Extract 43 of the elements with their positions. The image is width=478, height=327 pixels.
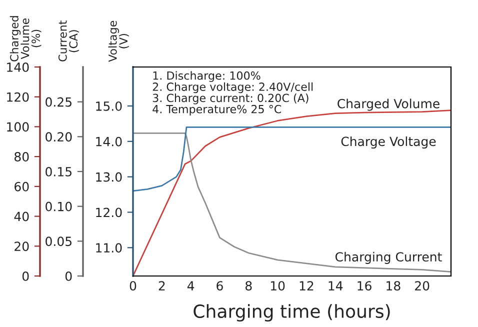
x-tick-label: 0 [130, 281, 136, 291]
y3-tick-label: 0 [22, 271, 29, 281]
annotation: 1. Discharge: 100% [153, 71, 260, 82]
y2-tick-label: 0.05 [46, 236, 72, 246]
x-tick-label: 8 [246, 281, 252, 291]
y2-tick-label: 0.20 [46, 132, 72, 142]
y2-tick-label: 0 [65, 271, 72, 281]
x-tick-label: 14 [328, 281, 343, 290]
annotation: 3. Charge current: 0.20C (A) [152, 94, 308, 104]
x-axis-title: Charging time (hours) [194, 304, 390, 322]
x-tick-label: 16 [358, 281, 372, 291]
series-label: Charging Current [335, 252, 442, 264]
line-series [133, 132, 451, 273]
y3-tick-label: 20 [14, 242, 29, 252]
x-tick-label: 4 [187, 281, 194, 290]
y3-tick-label: 120 [7, 92, 29, 102]
y2-tick-label: 0.25 [46, 97, 72, 107]
x-tick-label: 20 [415, 281, 430, 291]
y3-tick-label: 80 [14, 152, 29, 162]
annotation: 2. Charge voltage: 2.40V/cell [152, 82, 313, 94]
y2-axis-title: Current (CA) [58, 20, 79, 62]
y2-tick-label: 0.15 [46, 166, 72, 176]
series-label: Charge Voltage [341, 136, 436, 149]
x-tick-label: 2 [158, 281, 165, 290]
y-tick-label: 15.0 [96, 101, 122, 111]
x-tick-label: 18 [386, 281, 400, 291]
y-axis-title: Voltage (V) [108, 20, 129, 62]
y3-tick-label: 140 [7, 62, 29, 72]
series-label: Charged Volume [338, 98, 440, 111]
x-tick-label: 12 [300, 281, 314, 290]
annotation: 4. Temperature% 25 °C [152, 104, 282, 116]
x-tick-label: 10 [270, 281, 285, 291]
line-series [133, 126, 451, 192]
y-tick-label: 14.0 [96, 136, 122, 146]
y3-tick-label: 40 [14, 212, 29, 222]
y3-tick-label: 100 [7, 122, 29, 132]
y3-axis-title: Charged Volume (%) [10, 16, 42, 62]
y-tick-label: 13.0 [96, 172, 122, 182]
y2-tick-label: 0.10 [46, 202, 72, 212]
y-tick-label: 12.0 [96, 208, 122, 218]
y3-tick-label: 60 [14, 182, 29, 192]
y-tick-label: 11.0 [96, 243, 122, 253]
x-tick-label: 6 [216, 281, 223, 291]
